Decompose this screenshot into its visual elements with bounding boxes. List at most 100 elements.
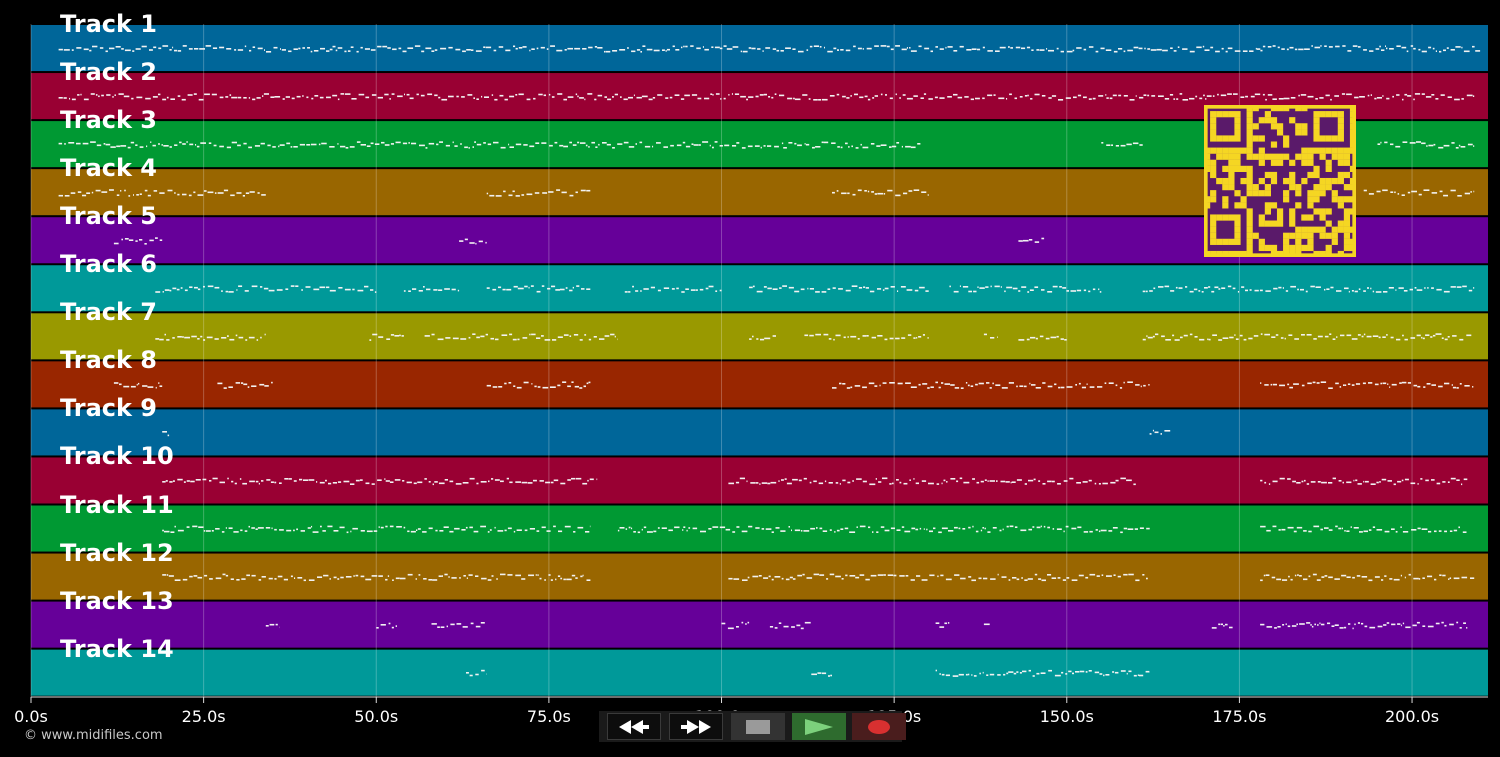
track-lane-14[interactable] — [31, 649, 1488, 696]
note — [791, 626, 795, 628]
note — [781, 479, 784, 481]
note — [935, 381, 938, 384]
note — [602, 142, 607, 144]
play-button[interactable] — [792, 713, 846, 740]
note — [586, 579, 591, 581]
stop-button[interactable] — [731, 713, 785, 740]
qr-module — [1246, 171, 1253, 179]
track-lane-1[interactable] — [31, 25, 1488, 72]
qr-module — [1331, 232, 1338, 239]
note — [1000, 286, 1002, 288]
note — [728, 482, 734, 485]
fast-forward-button[interactable] — [669, 713, 723, 740]
track-lane-13[interactable] — [31, 601, 1488, 648]
track-lane-8[interactable] — [31, 361, 1488, 408]
note — [83, 48, 89, 51]
qr-module — [1240, 177, 1247, 185]
note — [958, 673, 964, 676]
note — [159, 385, 163, 387]
note — [476, 98, 479, 100]
note — [982, 46, 985, 49]
qr-module — [1313, 165, 1320, 173]
note — [560, 482, 566, 485]
qr-module — [1216, 238, 1223, 245]
note — [1443, 194, 1448, 197]
note — [448, 576, 450, 578]
note — [1452, 335, 1457, 337]
note — [968, 290, 972, 293]
note — [319, 481, 325, 484]
note — [1239, 334, 1243, 337]
note — [1464, 192, 1470, 195]
qr-module — [1276, 153, 1284, 160]
note — [1401, 381, 1407, 384]
note — [1010, 481, 1012, 484]
qr-module — [1222, 111, 1229, 118]
note — [842, 479, 846, 482]
note — [1291, 625, 1297, 627]
note — [1459, 627, 1462, 629]
note — [357, 289, 364, 292]
note — [513, 45, 516, 48]
note — [509, 95, 515, 98]
note — [1280, 337, 1284, 339]
note — [1022, 670, 1027, 673]
note — [783, 147, 787, 149]
note — [587, 479, 589, 482]
track-lane-7[interactable] — [31, 313, 1488, 360]
note — [172, 46, 174, 49]
note — [274, 481, 277, 484]
note — [1379, 481, 1381, 483]
note — [765, 528, 772, 530]
rewind-button[interactable] — [607, 713, 661, 740]
note — [282, 98, 285, 100]
note — [767, 145, 772, 147]
note — [1027, 94, 1029, 97]
note — [135, 240, 138, 242]
note — [747, 145, 753, 148]
note — [386, 338, 391, 340]
tick-label: 175.0s — [1212, 707, 1267, 726]
track-lane-6[interactable] — [31, 265, 1488, 312]
qr-module — [1331, 238, 1338, 245]
qr-module — [1343, 153, 1351, 160]
qr-module — [1325, 147, 1332, 154]
note — [821, 141, 824, 144]
qr-module — [1222, 153, 1229, 160]
track-lane-10[interactable] — [31, 457, 1488, 504]
note — [1390, 191, 1394, 193]
qr-module — [1301, 232, 1308, 239]
note — [959, 285, 961, 287]
note — [203, 339, 206, 341]
note — [162, 98, 167, 101]
note — [631, 527, 633, 530]
note — [880, 526, 885, 528]
qr-module — [1331, 147, 1338, 154]
note — [1338, 480, 1342, 482]
qr-module — [1216, 153, 1223, 160]
note — [1066, 50, 1073, 53]
note — [323, 574, 329, 577]
track-lane-9[interactable] — [31, 409, 1488, 456]
note — [353, 575, 355, 577]
note — [222, 573, 226, 576]
note — [927, 387, 930, 389]
note — [588, 146, 590, 148]
note — [214, 192, 217, 194]
note — [475, 50, 482, 52]
note — [1387, 383, 1389, 385]
note — [1039, 49, 1045, 51]
note — [815, 146, 821, 148]
note — [1279, 477, 1285, 480]
note — [503, 190, 506, 193]
note — [475, 673, 479, 676]
note — [1386, 622, 1390, 624]
qr-module — [1270, 250, 1278, 257]
record-button[interactable] — [852, 713, 906, 740]
qr-module — [1228, 238, 1235, 245]
note — [1296, 623, 1298, 626]
note — [267, 144, 271, 147]
note — [1348, 623, 1351, 625]
note — [788, 142, 793, 144]
note — [994, 285, 1000, 288]
